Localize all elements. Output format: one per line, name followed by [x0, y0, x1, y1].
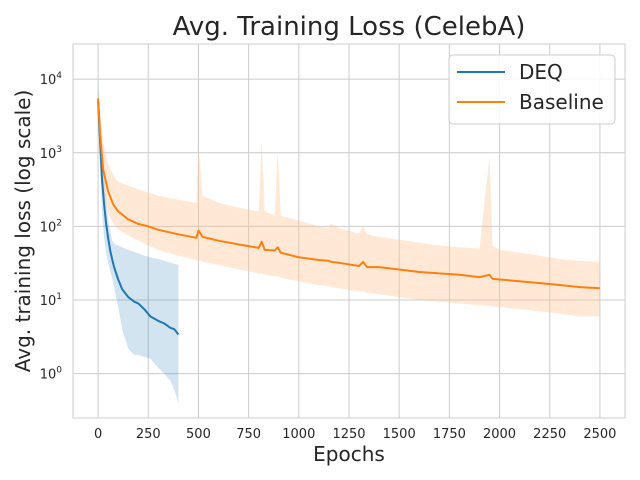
x-tick-label: 1500	[383, 427, 416, 442]
plot-frame	[72, 43, 626, 419]
y-tick-labels: 100 101 102 103 104	[40, 71, 63, 383]
chart-title: Avg. Training Loss (CelebA)	[173, 12, 526, 42]
y-tick-label: 104	[40, 71, 63, 88]
x-tick-label: 1750	[433, 427, 466, 442]
x-tick-label: 1000	[282, 427, 315, 442]
series-lines	[97, 98, 600, 336]
x-tick-label: 500	[186, 427, 211, 442]
x-tick-label: 1250	[332, 427, 365, 442]
x-tick-labels: 0 250 500 750 1000 1250 1500 1750 2000 2250 2500	[94, 427, 617, 442]
baseline-variance-band	[98, 98, 600, 317]
deq-line	[97, 101, 180, 336]
legend-label-deq: DEQ	[519, 60, 563, 84]
x-tick-label: 2000	[483, 427, 516, 442]
x-tick-label: 750	[236, 427, 261, 442]
x-tick-label: 0	[94, 427, 102, 442]
legend: DEQ Baseline	[448, 54, 616, 125]
deq-variance-band	[98, 82, 179, 403]
x-tick-label: 2500	[583, 427, 616, 442]
y-axis-title: Avg. training loss (log scale)	[11, 90, 35, 373]
x-tick-label: 2250	[533, 427, 566, 442]
baseline-line	[97, 98, 600, 290]
y-tick-label: 102	[40, 218, 62, 235]
y-tick-label: 101	[40, 292, 62, 309]
variance-bands	[98, 82, 600, 403]
x-axis-title: Epochs	[313, 442, 385, 466]
y-tick-label: 103	[40, 145, 62, 162]
legend-label-baseline: Baseline	[519, 90, 604, 114]
y-tick-label: 100	[40, 366, 63, 383]
x-tick-label: 250	[136, 427, 161, 442]
